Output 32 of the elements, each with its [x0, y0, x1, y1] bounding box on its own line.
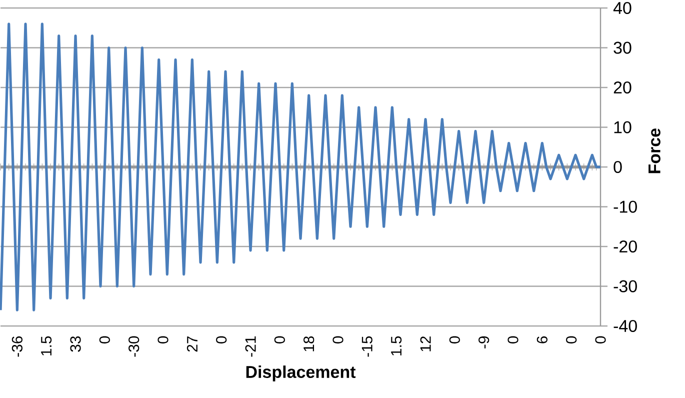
x-tick-label: 0	[332, 336, 344, 344]
x-tick-label: 6	[536, 336, 548, 344]
x-tick-label: -9	[478, 336, 490, 348]
x-tick-label: 33	[70, 336, 81, 352]
y-tick-label: 0	[614, 160, 622, 174]
x-tick-label: 0	[508, 336, 518, 344]
x-tick-label: 0	[99, 336, 110, 344]
y-tick-label: -30	[614, 280, 637, 292]
y-tick-label: 40	[613, 2, 632, 14]
x-tick-label: 0	[595, 336, 606, 344]
y-tick-label: -40	[614, 320, 637, 332]
y-tick-label: 30	[614, 42, 632, 54]
y-tick-label: -10	[614, 200, 637, 213]
x-tick-label: 27	[186, 336, 198, 352]
x-tick-label: 12	[420, 336, 431, 352]
y-tick-label: -20	[614, 240, 637, 253]
x-tick-label: 0	[566, 336, 577, 344]
x-tick-label: -36	[12, 336, 22, 357]
x-tick-label: -30	[128, 336, 140, 357]
x-tick-label: 0	[274, 336, 285, 344]
x-tick-label: -21	[245, 336, 256, 357]
x-axis-title: Displacement	[246, 366, 356, 382]
x-tick-label: 1.5	[391, 336, 402, 356]
x-tick-label: 1.5	[41, 336, 52, 356]
x-tick-label: -15	[362, 336, 372, 357]
y-axis-title: Force	[648, 128, 660, 174]
x-tick-label: 0	[449, 336, 460, 344]
x-tick-label: 0	[158, 336, 168, 344]
x-tick-label: 18	[304, 336, 314, 352]
y-tick-label: 10	[614, 121, 632, 134]
y-tick-label: 20	[614, 81, 632, 94]
x-tick-label: 0	[216, 336, 227, 344]
